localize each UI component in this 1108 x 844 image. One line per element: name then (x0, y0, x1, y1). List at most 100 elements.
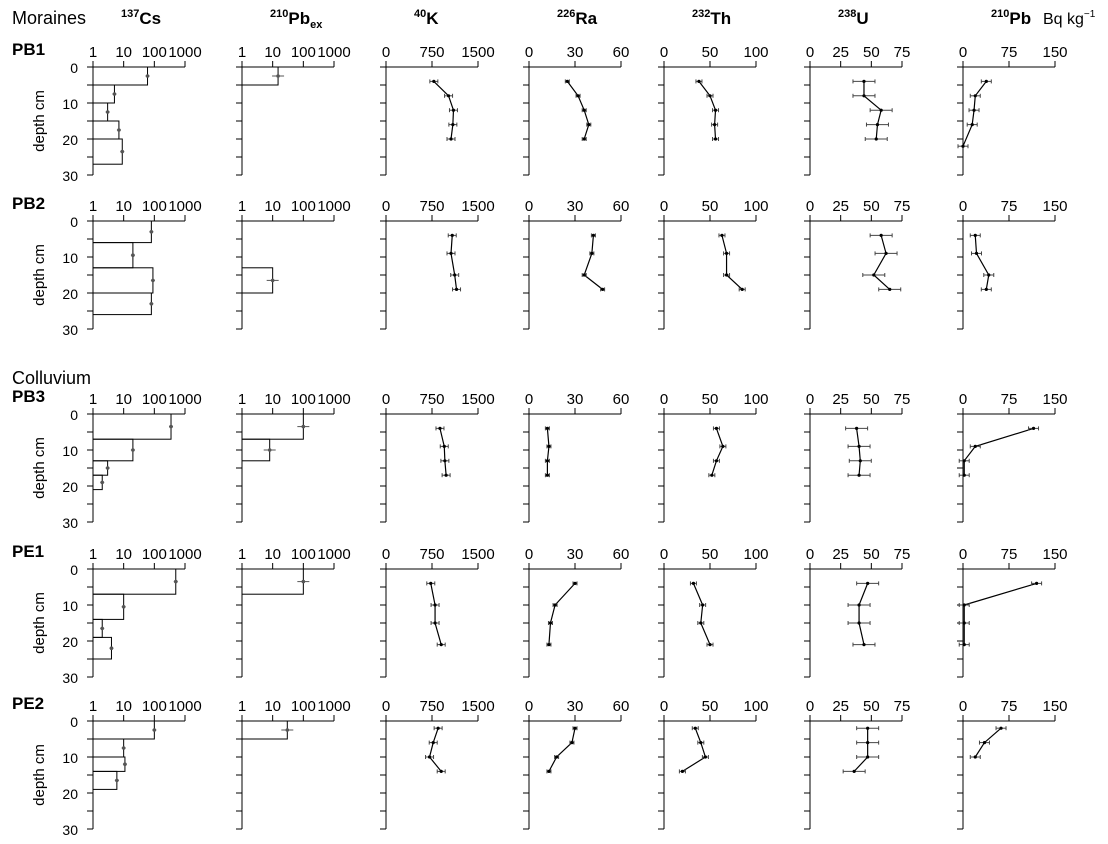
top-tick-label: 60 (613, 698, 630, 715)
data-point (451, 108, 456, 112)
data-point (449, 137, 453, 141)
depth-bar (92, 242, 134, 269)
column-header-isotope-mass: 226 (557, 8, 575, 20)
depth-tick-label: 20 (62, 479, 78, 495)
column-header-isotope-mass: 210 (270, 8, 288, 20)
profile-line (963, 427, 1034, 476)
data-point (555, 755, 559, 759)
depth-bar (92, 84, 115, 104)
panel-pb1-u: 0 25 50 75 (804, 44, 910, 176)
panel-pb2-u: 0 25 50 75 (804, 198, 910, 330)
top-tick-label: 50 (702, 198, 719, 215)
data-point (852, 769, 856, 774)
panel-pb2-cs: 1 10 100 1000 (87, 198, 202, 330)
profile-line (583, 235, 603, 290)
top-tick-label: 75 (1001, 44, 1018, 61)
panel-pb1-ra: 0 30 60 (523, 44, 629, 176)
panel-pb3-u: 0 25 50 75 (804, 391, 910, 523)
depth-bar (92, 756, 126, 772)
panel-pb3-ra: 0 30 60 (523, 391, 629, 523)
data-point (693, 726, 697, 730)
data-point (961, 144, 965, 148)
depth-bar (92, 120, 120, 140)
data-point (713, 123, 717, 127)
data-point (173, 579, 178, 584)
top-tick-label: 75 (1001, 198, 1018, 215)
profile-line (546, 428, 550, 476)
top-tick-label: 10 (115, 198, 132, 215)
top-tick-label: 75 (894, 546, 911, 563)
panel-pb2-pbex: 1 10 100 1000 (236, 198, 351, 330)
data-point (545, 473, 550, 477)
top-tick-label: 60 (613, 546, 630, 563)
data-point (962, 603, 966, 607)
panel-pb2-th: 0 50 100 (658, 198, 769, 330)
top-tick-label: 750 (419, 198, 444, 215)
data-point (701, 603, 705, 607)
data-point (680, 769, 685, 774)
data-point (432, 79, 436, 83)
top-tick-label: 100 (142, 198, 167, 215)
data-point (427, 755, 432, 759)
top-tick-label: 25 (832, 44, 849, 61)
panel-pe2-cs: 1 10 100 1000 (87, 698, 202, 830)
top-tick-label: 1 (89, 546, 97, 563)
data-point (442, 444, 446, 448)
data-point (866, 755, 870, 759)
profile-line (430, 583, 442, 645)
top-tick-label: 0 (959, 391, 967, 408)
top-tick-label: 150 (1042, 391, 1067, 408)
panel-pe2-k: 0 750 1500 (380, 698, 495, 830)
data-point (285, 728, 290, 732)
panel-pb2-pb: 0 75 150 (957, 198, 1068, 330)
top-tick-label: 750 (419, 546, 444, 563)
depth-tick-label: 0 (70, 60, 78, 76)
depth-axis-label: depth cm (31, 592, 48, 654)
data-point (884, 251, 888, 255)
data-point (982, 741, 987, 745)
top-tick-label: 1000 (317, 546, 350, 563)
depth-bar (92, 267, 154, 294)
data-point (708, 94, 712, 98)
profile-line (682, 727, 707, 772)
data-point (973, 755, 977, 759)
depth-bar (92, 568, 177, 595)
top-tick-label: 1000 (317, 198, 350, 215)
top-tick-label: 100 (291, 198, 316, 215)
top-tick-label: 100 (743, 391, 768, 408)
top-tick-label: 0 (660, 391, 668, 408)
top-tick-label: 0 (660, 44, 668, 61)
top-tick-label: 0 (382, 198, 390, 215)
data-point (970, 123, 974, 127)
top-tick-label: 30 (567, 698, 584, 715)
data-point (973, 94, 977, 98)
panel-pb3-cs: 1 10 100 1000 (87, 391, 202, 523)
panel-pb3-k: 0 750 1500 (380, 391, 495, 523)
top-tick-label: 60 (613, 198, 630, 215)
data-point (131, 448, 135, 452)
depth-bar (92, 636, 112, 660)
column-header-subscript: ex (310, 19, 323, 31)
depth-bar (92, 438, 134, 462)
column-header-element: Pb (1009, 9, 1031, 28)
data-point (582, 273, 586, 277)
profile-label-pb2: PB2 (12, 194, 45, 213)
top-tick-label: 100 (142, 44, 167, 61)
panel-pe2-ra: 0 30 60 (523, 698, 630, 830)
data-point (267, 448, 272, 452)
top-tick-label: 10 (115, 698, 132, 715)
data-point (100, 480, 105, 485)
top-tick-label: 0 (660, 546, 668, 563)
top-tick-label: 10 (115, 546, 132, 563)
depth-bar (92, 460, 109, 476)
data-point (1031, 426, 1036, 430)
top-tick-label: 0 (525, 44, 533, 61)
top-tick-label: 0 (382, 44, 390, 61)
top-tick-label: 0 (660, 198, 668, 215)
data-point (875, 123, 880, 127)
data-point (724, 251, 729, 255)
top-tick-label: 75 (894, 698, 911, 715)
top-tick-label: 0 (382, 391, 390, 408)
top-tick-label: 750 (419, 44, 444, 61)
top-tick-label: 150 (1042, 546, 1067, 563)
